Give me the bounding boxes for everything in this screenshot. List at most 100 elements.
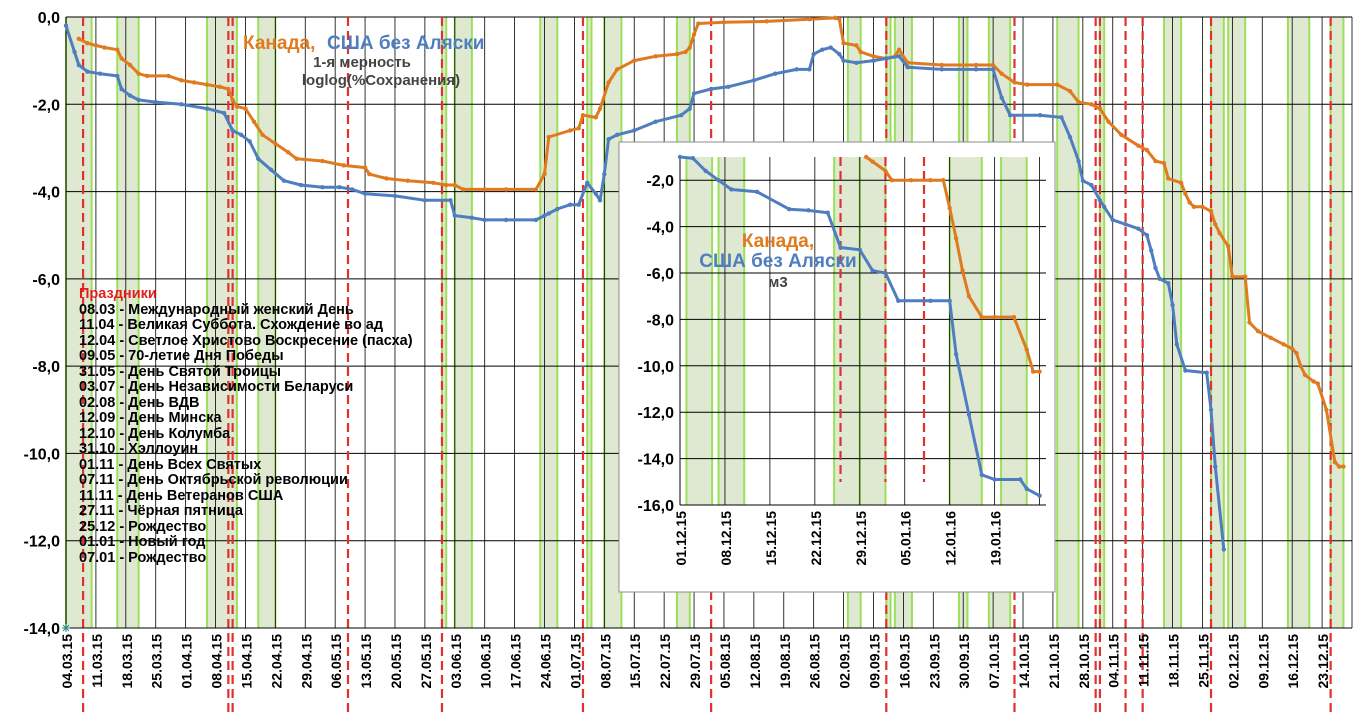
series-point: [721, 20, 727, 25]
inset-series: [677, 154, 1042, 498]
x-tick-label: 05.08.15: [717, 634, 733, 689]
series-point: [854, 43, 859, 48]
x-tick-label: 17.06.15: [508, 634, 524, 689]
x-tick-label: 01.07.15: [567, 634, 583, 689]
series-point: [1336, 464, 1342, 469]
axis-origin-marker: [62, 624, 70, 632]
series-point: [773, 71, 778, 76]
series-point: [751, 78, 757, 83]
series-point: [542, 171, 547, 177]
series-point: [204, 106, 210, 111]
series-point: [1089, 102, 1094, 107]
series-point: [251, 119, 257, 124]
series-point: [1037, 493, 1042, 498]
x-tick-label: 08.04.15: [209, 634, 225, 689]
main-subtitle-line2: loglog(%Сохранения): [302, 72, 460, 89]
series-point: [1174, 342, 1180, 347]
series-point: [362, 165, 368, 170]
series-point: [811, 51, 816, 57]
x-tick-label: 19.01.16: [988, 511, 1004, 566]
x-tick-label: 15.12.15: [763, 511, 779, 566]
series-point: [679, 112, 684, 118]
y-tick-label: -12,0: [638, 405, 675, 422]
series-point: [941, 178, 946, 183]
series-point: [576, 202, 581, 207]
series-point: [119, 56, 124, 61]
marker-stroke: [62, 624, 70, 632]
y-tick-label: -4,0: [32, 185, 60, 202]
series-point: [469, 215, 475, 220]
series-point: [72, 49, 77, 55]
series-point: [452, 213, 457, 218]
x-tick-label: 02.12.15: [1225, 634, 1241, 689]
series-point: [653, 54, 658, 59]
legend-item: 09.05 - 70-летие Дня Победы: [79, 348, 284, 364]
series-point: [806, 208, 811, 213]
x-tick-label: 09.09.15: [867, 634, 883, 689]
weekend-band: [1330, 17, 1344, 628]
series-point: [1225, 243, 1231, 249]
series-point: [1024, 486, 1029, 491]
series-point: [691, 32, 697, 37]
series-point: [928, 298, 933, 304]
x-tick-label: 29.04.15: [298, 634, 314, 689]
x-tick-label: 29.07.15: [687, 634, 703, 689]
series-point: [1332, 459, 1338, 465]
series-point: [674, 51, 680, 57]
x-tick-label: 04.11.15: [1106, 634, 1122, 688]
series-point: [1055, 82, 1060, 87]
series-point: [884, 56, 889, 61]
x-tick-label: 26.08.15: [807, 634, 823, 689]
y-tick-label: -12,0: [24, 534, 61, 551]
legend-item: 01.01 - Новый год: [79, 534, 206, 550]
series-point: [127, 93, 133, 98]
legend-item: 12.04 - Светлое Христово Воскресение (па…: [79, 332, 413, 349]
series-point: [234, 104, 240, 109]
legend-item: 11.04 - Великая Суббота. Схождение во ад: [79, 317, 384, 333]
legend-item: 07.11 - День Октябрьской революции: [79, 472, 348, 488]
inset-holiday-lines: [839, 157, 926, 482]
inset-chart: -2,0 -4,0 -6,0 -8,0 -10,0 -12,0 -14,0 -16,001.1…: [618, 141, 1056, 593]
series-point: [871, 54, 876, 59]
legend-item: 08.03 - Международный женский День: [79, 301, 354, 318]
series-point: [1153, 265, 1158, 271]
series-point: [320, 185, 325, 190]
legend-item: 27.11 - Чёрная пятница: [79, 503, 243, 519]
series-point: [1178, 180, 1184, 186]
series-point: [973, 62, 979, 68]
series-point: [1242, 274, 1248, 279]
series-point: [1166, 176, 1171, 181]
series-point: [136, 71, 141, 76]
series-point: [1037, 112, 1043, 118]
series-point: [606, 80, 611, 85]
series-point: [85, 69, 90, 74]
series-point: [1080, 178, 1086, 183]
series-point: [928, 178, 933, 183]
series-point: [1012, 80, 1017, 85]
series-point: [341, 163, 346, 168]
weekend-band: [66, 17, 92, 628]
main-axes: [65, 17, 1352, 629]
weekend-band: [1001, 157, 1027, 505]
series-point: [63, 23, 69, 28]
y-tick-label: -10,0: [638, 359, 675, 376]
series-point: [726, 84, 731, 90]
series-point: [546, 211, 551, 216]
series-point: [1217, 230, 1222, 236]
series-point: [1024, 347, 1029, 352]
weekend-band: [1287, 17, 1310, 628]
series-point: [1324, 407, 1329, 412]
series-point: [794, 67, 799, 72]
series-point: [632, 58, 637, 63]
series-point: [260, 132, 265, 138]
series-point: [422, 198, 428, 203]
series-point: [632, 128, 637, 133]
x-tick-label: 25.11.15: [1196, 634, 1212, 688]
series-point: [1076, 99, 1081, 105]
series-point: [990, 67, 996, 72]
x-tick-label: 11.11.15: [1136, 634, 1152, 687]
x-tick-label: 27.05.15: [418, 634, 434, 689]
x-tick-label: 18.03.15: [119, 634, 135, 689]
series-point: [807, 16, 812, 22]
series-point: [217, 84, 223, 90]
